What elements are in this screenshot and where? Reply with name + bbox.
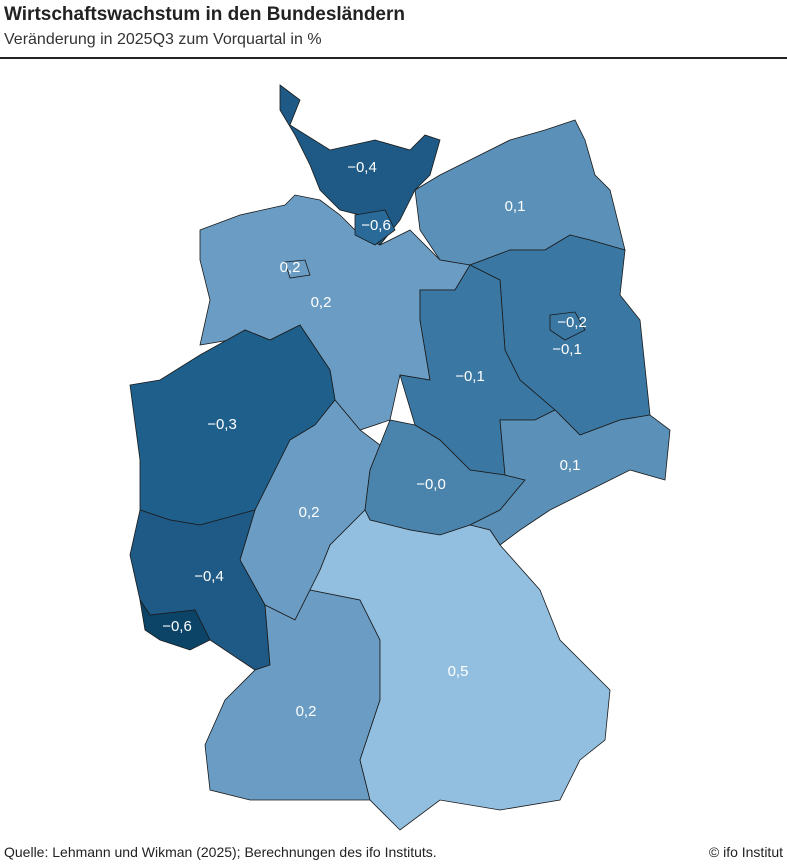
region-label: −0,0: [416, 476, 446, 493]
region-label: −0,2: [557, 314, 587, 331]
region: [549, 311, 586, 341]
region-label: 0,1: [505, 198, 526, 215]
region: [139, 599, 211, 651]
region-label: 0,2: [296, 703, 317, 720]
region: [309, 509, 611, 831]
title: Wirtschaftswachstum in den Bundesländern: [4, 4, 406, 25]
region-label: −0,4: [347, 159, 377, 176]
region-label: −0,6: [361, 217, 391, 234]
region-label: −0,6: [162, 618, 192, 635]
subtitle: Veränderung in 2025Q3 zum Vorquartal in …: [4, 31, 322, 48]
region-label: 0,2: [299, 504, 320, 521]
region-label: −0,4: [194, 568, 224, 585]
region-label: 0,5: [448, 663, 469, 680]
rule: [0, 57, 787, 59]
region: [284, 259, 311, 279]
region-label: 0,2: [280, 259, 301, 276]
credit: © ifo Institut: [708, 844, 783, 860]
region-label: −0,3: [207, 416, 237, 433]
region: [468, 409, 671, 546]
region-label: 0,1: [560, 457, 581, 474]
region-label: −0,1: [455, 368, 485, 385]
region: [354, 209, 396, 246]
region-label: −0,1: [552, 341, 582, 358]
region-label: 0,2: [311, 294, 332, 311]
source: Quelle: Lehmann und Wikman (2025); Berec…: [4, 844, 437, 860]
